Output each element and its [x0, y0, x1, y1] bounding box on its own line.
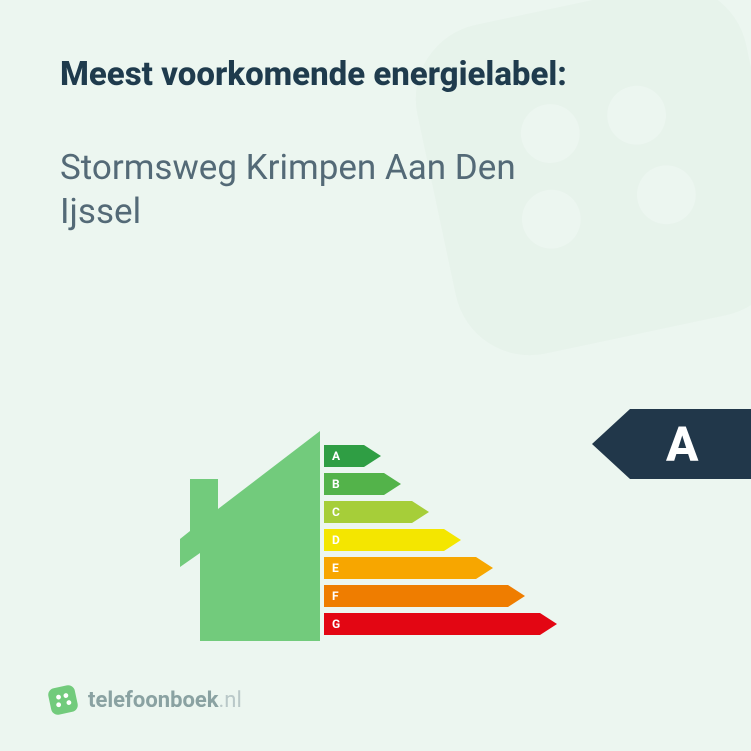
- energy-bar-arrowhead: [364, 445, 381, 467]
- energy-label-card: Meest voorkomende energielabel: Stormswe…: [0, 0, 751, 751]
- energy-bar-e: E: [324, 557, 557, 579]
- footer-brand-tld: .nl: [219, 688, 242, 713]
- energy-bar-label: E: [324, 557, 476, 579]
- footer-logo-icon: [45, 682, 81, 718]
- energy-bar-b: B: [324, 473, 557, 495]
- energy-bar-label: G: [324, 613, 540, 635]
- energy-chart: ABCDEFG A: [0, 401, 751, 641]
- energy-bar-label: F: [324, 585, 508, 607]
- energy-bar-arrowhead: [508, 585, 525, 607]
- energy-bar-arrowhead: [412, 501, 429, 523]
- energy-bar-label: D: [324, 529, 444, 551]
- result-badge-notch: [592, 409, 630, 479]
- footer-brand: telefoonboek.nl: [88, 688, 242, 713]
- card-subtitle: Stormsweg Krimpen Aan Den Ijssel: [60, 146, 560, 234]
- energy-bar-a: A: [324, 445, 557, 467]
- footer-brand-name: telefoonboek: [88, 688, 219, 713]
- energy-bar-label: A: [324, 445, 364, 467]
- energy-bar-d: D: [324, 529, 557, 551]
- result-badge: A: [592, 409, 751, 479]
- energy-bar-arrowhead: [540, 613, 557, 635]
- energy-bar-arrowhead: [384, 473, 401, 495]
- energy-bars: ABCDEFG: [324, 445, 557, 635]
- energy-bar-label: B: [324, 473, 384, 495]
- house-icon: [180, 431, 320, 641]
- energy-bar-arrowhead: [444, 529, 461, 551]
- energy-bar-arrowhead: [476, 557, 493, 579]
- energy-bar-c: C: [324, 501, 557, 523]
- energy-bar-f: F: [324, 585, 557, 607]
- energy-bar-label: C: [324, 501, 412, 523]
- footer: telefoonboek.nl: [48, 685, 242, 715]
- result-badge-label: A: [630, 409, 751, 479]
- card-title: Meest voorkomende energielabel:: [60, 55, 691, 94]
- energy-bar-g: G: [324, 613, 557, 635]
